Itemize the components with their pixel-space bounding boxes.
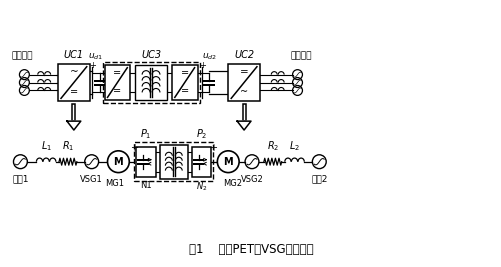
Text: 电网2: 电网2	[311, 175, 327, 184]
Text: N1: N1	[140, 180, 152, 190]
Text: $N_2$: $N_2$	[195, 180, 207, 193]
Text: $R_2$: $R_2$	[266, 139, 279, 153]
Text: M: M	[113, 157, 123, 167]
Bar	[160, 145, 187, 179]
Text: $R_1$: $R_1$	[62, 139, 74, 153]
Circle shape	[107, 151, 129, 172]
Bar	[72, 104, 75, 121]
Polygon shape	[67, 121, 81, 130]
Bar	[191, 147, 211, 176]
Bar	[171, 65, 197, 100]
Bar	[104, 65, 130, 100]
Text: $u_{d1}$: $u_{d1}$	[88, 51, 103, 62]
Text: 高压电网: 高压电网	[12, 52, 33, 61]
Bar	[134, 142, 213, 182]
Bar	[242, 104, 245, 121]
Text: 低压电网: 低压电网	[290, 52, 312, 61]
Text: UC3: UC3	[141, 50, 161, 60]
Bar	[58, 64, 90, 101]
Text: 电网1: 电网1	[12, 175, 29, 184]
Text: +: +	[209, 143, 217, 153]
Text: +: +	[199, 61, 205, 70]
Text: =: =	[180, 87, 188, 96]
Text: =: =	[70, 87, 78, 97]
Text: MG1: MG1	[105, 179, 124, 187]
Text: =: =	[180, 68, 188, 78]
Text: MG2: MG2	[222, 179, 241, 187]
Text: VSG2: VSG2	[240, 175, 263, 184]
Text: UC2: UC2	[233, 50, 254, 60]
Text: $P_2$: $P_2$	[195, 127, 207, 141]
Text: $L_2$: $L_2$	[289, 139, 300, 153]
Bar	[136, 147, 156, 176]
Bar	[102, 62, 199, 103]
Text: $P_1$: $P_1$	[140, 127, 151, 141]
Text: $L_1$: $L_1$	[41, 139, 52, 153]
Text: ~: ~	[69, 67, 78, 77]
Text: =: =	[113, 68, 121, 78]
Text: UC1: UC1	[64, 50, 84, 60]
Bar	[135, 65, 166, 100]
Circle shape	[217, 151, 238, 172]
Text: ~: ~	[239, 87, 247, 97]
Text: 图1    传统PET的VSG控制模型: 图1 传统PET的VSG控制模型	[188, 243, 313, 256]
Text: =: =	[239, 67, 248, 77]
Polygon shape	[236, 121, 250, 130]
Text: +: +	[130, 143, 138, 153]
Bar	[228, 64, 260, 101]
Text: M: M	[223, 157, 232, 167]
Text: =: =	[113, 87, 121, 96]
Text: VSG1: VSG1	[80, 175, 103, 184]
Text: +: +	[89, 61, 96, 70]
Text: $u_{d2}$: $u_{d2}$	[201, 51, 216, 62]
